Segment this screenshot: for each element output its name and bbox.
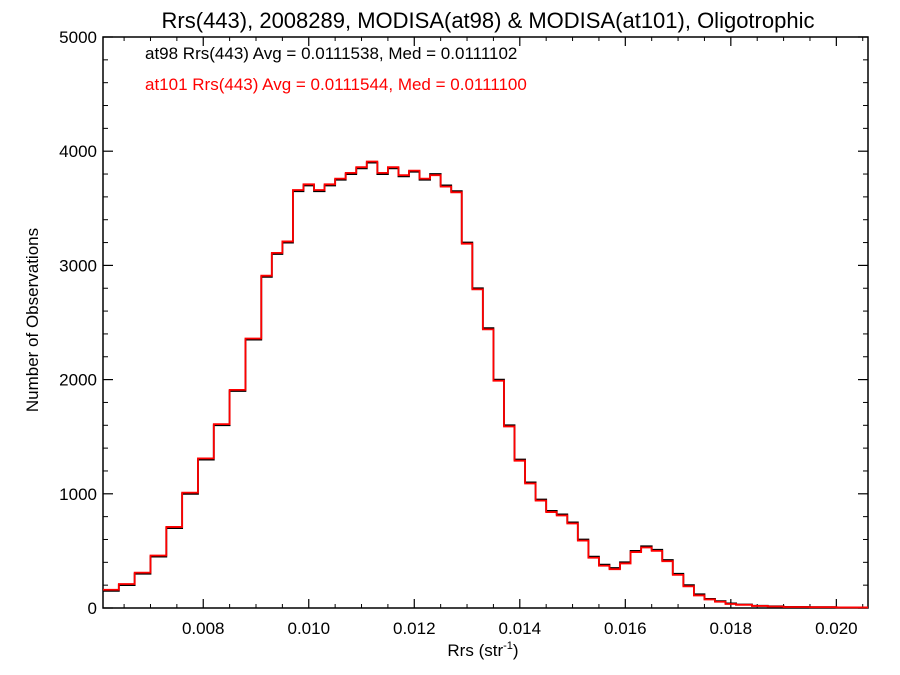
series-line-at101 xyxy=(103,160,868,609)
x-tick-label: 0.018 xyxy=(710,619,753,638)
plot-frame xyxy=(102,36,869,609)
x-tick-label: 0.020 xyxy=(815,619,858,638)
y-axis-ticks: 0 1000 2000 3000 4000 5000 xyxy=(59,28,868,618)
x-axis-label-sup: -1 xyxy=(503,640,513,652)
x-axis-label-close: ) xyxy=(513,641,519,660)
y-tick-label: 0 xyxy=(88,599,97,618)
y-tick-label: 2000 xyxy=(59,371,97,390)
chart-title: Rrs(443), 2008289, MODISA(at98) & MODISA… xyxy=(162,8,815,33)
x-tick-label: 0.014 xyxy=(499,619,542,638)
x-tick-label: 0.010 xyxy=(287,619,330,638)
x-tick-label: 0.016 xyxy=(604,619,647,638)
x-tick-label: 0.012 xyxy=(393,619,436,638)
x-tick-label: 0.008 xyxy=(182,619,225,638)
y-tick-label: 4000 xyxy=(59,142,97,161)
series-layer xyxy=(103,160,868,609)
x-axis-ticks: 0.008 0.010 0.012 0.014 0.016 0.018 0.020 xyxy=(123,37,864,638)
y-tick-label: 1000 xyxy=(59,485,97,504)
annotation-at101: at101 Rrs(443) Avg = 0.0111544, Med = 0.… xyxy=(145,75,527,94)
x-axis-label: Rrs (str-1) xyxy=(447,640,518,660)
y-axis-label: Number of Observations xyxy=(23,228,42,412)
x-axis-label-main: Rrs (str xyxy=(447,641,503,660)
annotation-at98: at98 Rrs(443) Avg = 0.0111538, Med = 0.0… xyxy=(145,44,517,63)
series-line-at98 xyxy=(103,161,868,609)
y-tick-label: 3000 xyxy=(59,256,97,275)
y-tick-label: 5000 xyxy=(59,28,97,47)
